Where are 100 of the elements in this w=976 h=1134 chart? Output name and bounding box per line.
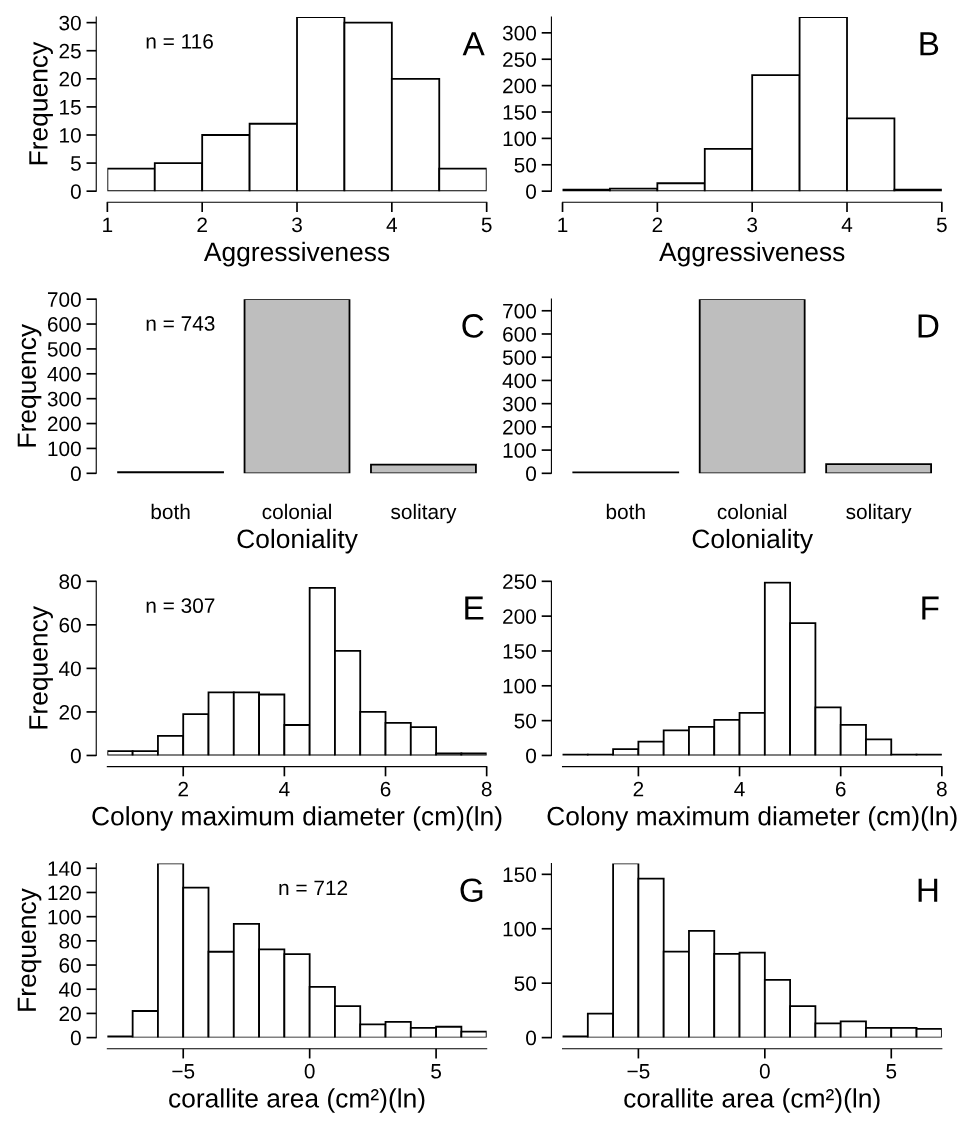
x-axis-title: Coloniality bbox=[692, 528, 814, 554]
y-tick-label: 25 bbox=[59, 43, 81, 59]
y-tick-label: 0 bbox=[526, 748, 537, 764]
bar bbox=[698, 299, 806, 474]
bar bbox=[243, 299, 351, 474]
annotation: G bbox=[460, 878, 483, 902]
annotation: F bbox=[922, 596, 939, 620]
x-tick-label: 4 bbox=[841, 217, 853, 232]
y-tick-label: 0 bbox=[70, 466, 81, 482]
x-tick-label: 2 bbox=[178, 781, 188, 797]
x-axis-title: corallite area (cm²)(ln) bbox=[624, 1088, 880, 1113]
x-tick-label: 4 bbox=[279, 781, 290, 797]
y-tick-label: 60 bbox=[59, 958, 81, 973]
annotation: B bbox=[920, 32, 939, 56]
x-axis-title: Coloniality bbox=[237, 528, 358, 554]
x-tick-label: 3 bbox=[292, 217, 302, 233]
x-tick-label: 1 bbox=[103, 217, 113, 232]
y-tick-label: 20 bbox=[59, 704, 81, 720]
x-tick-label: 2 bbox=[633, 781, 644, 797]
bar bbox=[825, 463, 932, 474]
y-tick-label: 80 bbox=[59, 574, 81, 590]
y-tick-label: 100 bbox=[48, 441, 81, 457]
annotation: n = 712 bbox=[279, 880, 348, 895]
y-tick-label: 50 bbox=[514, 157, 537, 173]
x-tick-label: colonial bbox=[717, 503, 787, 520]
x-tick-label: 5 bbox=[481, 217, 492, 233]
x-tick-label: solitary bbox=[846, 503, 912, 524]
y-tick-label: 140 bbox=[48, 861, 81, 877]
y-tick-label: 300 bbox=[47, 391, 81, 407]
y-tick-label: 150 bbox=[503, 105, 537, 120]
x-axis-title: corallite area (cm²)(ln) bbox=[169, 1088, 425, 1113]
y-tick-label: 300 bbox=[502, 25, 537, 41]
y-tick-label: 0 bbox=[70, 748, 81, 764]
y-tick-label: 0 bbox=[526, 466, 537, 482]
y-tick-label: 600 bbox=[47, 317, 81, 332]
y-tick-label: 150 bbox=[503, 643, 537, 659]
y-tick-label: 300 bbox=[502, 396, 537, 412]
y-tick-label: 700 bbox=[503, 303, 537, 319]
y-tick-label: 400 bbox=[502, 373, 537, 389]
x-tick-label: 5 bbox=[936, 217, 947, 233]
x-tick-label: 5 bbox=[431, 1064, 442, 1079]
y-tick-label: 30 bbox=[59, 15, 81, 31]
y-tick-label: 600 bbox=[503, 326, 537, 342]
x-axis-title: Aggressiveness bbox=[659, 241, 845, 267]
x-tick-label: 3 bbox=[747, 217, 758, 233]
x-tick-label: −5 bbox=[172, 1064, 195, 1079]
annotation: D bbox=[918, 314, 939, 338]
y-tick-label: 5 bbox=[70, 156, 81, 171]
y-tick-label: 200 bbox=[47, 416, 81, 432]
x-tick-label: 8 bbox=[936, 781, 947, 797]
y-axis-title: Frequency bbox=[29, 41, 53, 165]
y-tick-label: 60 bbox=[59, 617, 81, 633]
x-tick-label: −5 bbox=[627, 1064, 650, 1079]
y-axis-title: Frequency bbox=[29, 606, 53, 729]
y-tick-label: 200 bbox=[503, 78, 537, 94]
y-axis-title: Frequency bbox=[17, 888, 42, 1011]
x-tick-label: both bbox=[151, 503, 190, 520]
y-tick-label: 120 bbox=[48, 885, 81, 901]
annotation: H bbox=[918, 878, 938, 902]
y-tick-label: 100 bbox=[503, 443, 537, 458]
annotation: n = 307 bbox=[146, 598, 215, 614]
annotation: A bbox=[462, 32, 485, 56]
x-axis-title: Colony maximum diameter (cm)(ln) bbox=[547, 806, 957, 831]
y-tick-label: 500 bbox=[47, 341, 81, 357]
y-tick-label: 0 bbox=[526, 184, 537, 199]
x-tick-label: 6 bbox=[380, 781, 391, 797]
y-tick-label: 700 bbox=[47, 292, 81, 307]
y-tick-label: 100 bbox=[503, 678, 537, 694]
y-tick-label: 250 bbox=[503, 574, 537, 590]
y-tick-label: 200 bbox=[503, 609, 537, 624]
y-tick-label: 200 bbox=[503, 419, 537, 435]
y-tick-label: 40 bbox=[58, 982, 81, 997]
bar bbox=[370, 463, 477, 474]
y-tick-label: 100 bbox=[48, 909, 81, 925]
y-tick-label: 40 bbox=[58, 661, 81, 677]
y-tick-label: 100 bbox=[503, 131, 537, 147]
x-tick-label: 2 bbox=[197, 217, 207, 232]
y-tick-label: 50 bbox=[514, 976, 537, 991]
annotation: C bbox=[462, 314, 484, 338]
x-axis-title: Colony maximum diameter (cm)(ln) bbox=[92, 806, 502, 831]
x-tick-label: 4 bbox=[734, 781, 745, 797]
y-tick-label: 0 bbox=[526, 1030, 537, 1046]
y-tick-label: 500 bbox=[502, 350, 537, 365]
annotation: n = 743 bbox=[146, 316, 215, 331]
y-tick-label: 0 bbox=[70, 184, 81, 199]
x-tick-label: 0 bbox=[304, 1063, 315, 1079]
y-tick-label: 20 bbox=[59, 1006, 81, 1022]
x-tick-label: 1 bbox=[558, 217, 568, 232]
x-tick-label: 5 bbox=[886, 1064, 897, 1079]
x-tick-label: solitary bbox=[391, 503, 457, 524]
y-tick-label: 400 bbox=[47, 366, 81, 382]
y-tick-label: 50 bbox=[514, 713, 537, 729]
x-axis-title: Aggressiveness bbox=[203, 241, 390, 267]
annotation: E bbox=[465, 596, 484, 620]
y-tick-label: 250 bbox=[503, 52, 537, 67]
y-tick-label: 150 bbox=[503, 867, 537, 883]
x-tick-label: 2 bbox=[652, 217, 663, 232]
y-axis-title: Frequency bbox=[17, 323, 42, 447]
x-tick-label: 6 bbox=[835, 781, 846, 797]
x-tick-label: both bbox=[606, 503, 645, 520]
